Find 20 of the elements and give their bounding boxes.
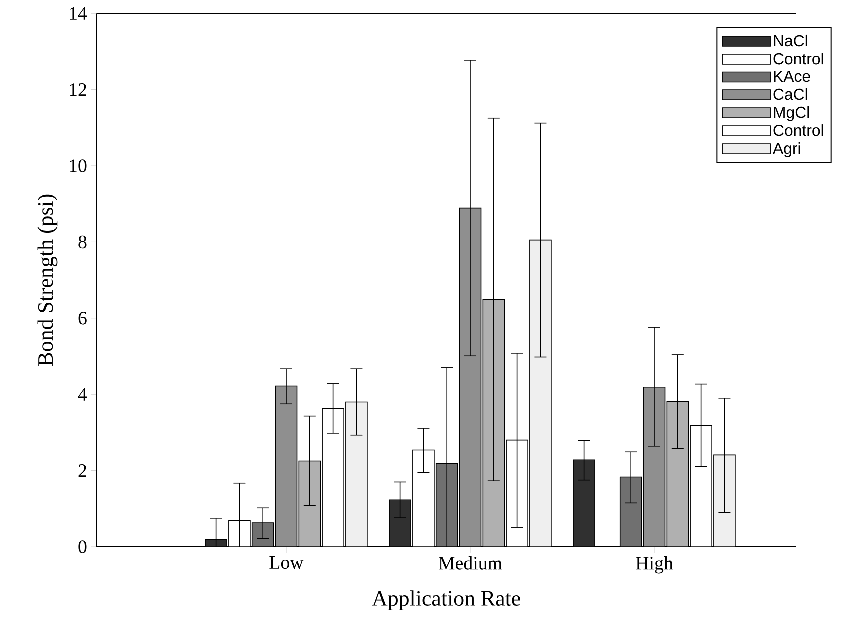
legend-label: Control <box>774 124 824 136</box>
y-tick-label: 10 <box>70 160 87 172</box>
y-tick-label: 2 <box>78 464 86 478</box>
y-tick-label: 6 <box>78 312 87 325</box>
x-tick-label: Low <box>270 556 304 570</box>
legend-label: Control <box>774 52 824 65</box>
x-tick-label: Medium <box>438 556 502 570</box>
legend-label: MgCl <box>774 106 810 122</box>
y-tick-label: 8 <box>78 236 87 249</box>
y-axis-title: Bond Strength (psi) <box>38 194 58 366</box>
legend-label: KAce <box>774 71 810 82</box>
y-tick-label: 4 <box>78 388 88 401</box>
y-tick-label: 0 <box>78 540 87 554</box>
legend-label: CaCl <box>774 88 808 100</box>
y-tick-label: 14 <box>70 7 88 20</box>
x-axis-title: Application Rate <box>372 590 520 610</box>
x-tick-label: High <box>636 556 674 574</box>
legend-label: NaCl <box>774 34 808 47</box>
y-tick-label: 12 <box>70 84 86 96</box>
legend-label: Agri <box>772 142 800 158</box>
